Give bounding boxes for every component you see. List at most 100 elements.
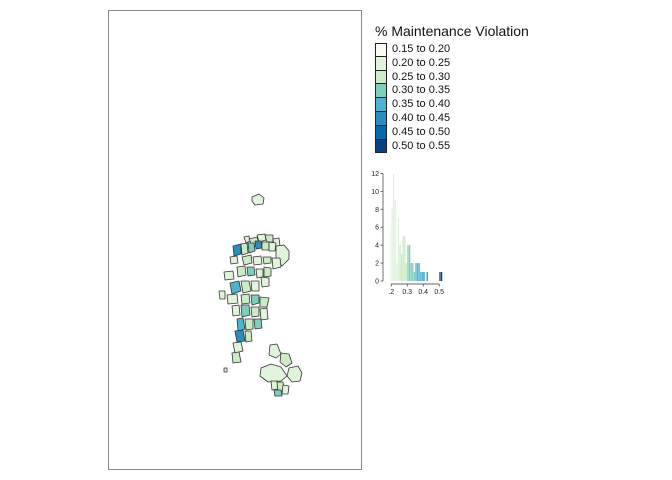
y-tick-label: 0 <box>375 279 379 286</box>
tract-polygon <box>240 304 251 318</box>
histogram-bar <box>439 272 441 281</box>
histogram-bar <box>426 272 428 281</box>
histogram-bar <box>440 272 443 281</box>
tract-polygon <box>260 276 270 288</box>
tract-polygon <box>259 307 269 321</box>
tract-polygon <box>231 304 241 317</box>
x-tick-label: 0.4 <box>418 289 428 296</box>
legend-label: 0.40 to 0.45 <box>392 111 451 124</box>
tract-polygon <box>271 257 282 270</box>
histogram-bar <box>405 263 408 281</box>
tract-polygon <box>263 266 272 278</box>
tract-polygon <box>234 329 246 343</box>
tract-polygon <box>262 256 272 265</box>
y-tick-label: 2 <box>375 261 379 268</box>
legend-swatch <box>375 98 387 112</box>
legend-label: 0.45 to 0.50 <box>392 125 451 138</box>
legend-swatch <box>375 84 387 99</box>
histogram-bar <box>389 227 392 281</box>
tract-polygon <box>250 294 260 306</box>
tract-polygon <box>254 240 263 250</box>
histogram-bar <box>412 263 414 281</box>
legend-histogram: 0 2 4 6 8 10 12 .2 0.3 0.4 0.5 <box>371 171 444 296</box>
tract-polygon <box>232 243 242 257</box>
histogram-bar <box>394 200 396 281</box>
histogram-bar <box>421 272 424 281</box>
tract-polygon <box>244 330 253 343</box>
legend-title: % Maintenance Violation <box>375 23 529 39</box>
histogram-bar <box>402 236 404 281</box>
tract-polygon <box>231 351 242 364</box>
histogram-bar <box>396 263 398 281</box>
tract-polygon <box>240 280 252 294</box>
tract-polygon <box>259 296 270 308</box>
tract-polygon <box>236 317 246 332</box>
tract-polygon <box>268 241 277 252</box>
tract-polygon <box>232 341 244 354</box>
y-tick-label: 12 <box>371 171 379 178</box>
map-frame <box>108 10 362 470</box>
histogram-y-axis: 0 2 4 6 8 10 12 <box>371 171 384 286</box>
x-tick-label: 0.3 <box>402 289 412 296</box>
tract-polygon <box>240 293 251 305</box>
tract-polygon <box>236 265 247 278</box>
tract-polygon <box>218 290 226 300</box>
tract-polygon <box>229 280 242 295</box>
legend-swatch <box>375 56 387 71</box>
tract-polygon <box>226 293 239 305</box>
histogram-bar <box>415 263 417 281</box>
histogram-bar <box>399 245 401 281</box>
tract-polygon <box>281 384 290 395</box>
legend-swatch <box>375 70 387 85</box>
legend-label: 0.35 to 0.40 <box>392 98 451 111</box>
tract-polygon <box>273 389 283 397</box>
histogram-bar <box>392 173 395 281</box>
legend-label: 0.30 to 0.35 <box>392 84 451 97</box>
tract-polygon <box>251 193 265 206</box>
y-tick-label: 6 <box>375 225 379 232</box>
legend-label: 0.50 to 0.55 <box>392 139 451 152</box>
x-tick-label: .2 <box>388 289 394 296</box>
y-tick-label: 4 <box>375 243 379 250</box>
tract-polygon <box>229 255 239 265</box>
tract-polygon <box>247 242 256 254</box>
tract-polygon <box>250 306 260 318</box>
legend-label: 0.20 to 0.25 <box>392 56 451 69</box>
histogram-bar <box>400 254 403 281</box>
y-tick-label: 8 <box>375 207 379 214</box>
tract-polygon <box>253 318 263 330</box>
histogram-bar <box>416 263 419 281</box>
tract-polygon <box>268 343 282 359</box>
histogram-bar <box>391 209 393 281</box>
tract-polygon <box>223 270 235 281</box>
histogram-bar <box>404 236 406 281</box>
tract-polygon <box>241 254 253 266</box>
legend-swatch <box>375 43 387 57</box>
choropleth-map <box>218 193 303 397</box>
legend-label: 0.15 to 0.20 <box>392 43 451 55</box>
histogram-x-axis: .2 0.3 0.4 0.5 <box>388 283 444 296</box>
tract-polygon <box>286 365 303 383</box>
histogram-bar <box>408 245 411 281</box>
tract-polygon <box>261 241 270 251</box>
histogram-bar <box>397 218 400 281</box>
tract-polygon <box>256 233 267 243</box>
tract-polygon <box>240 242 249 256</box>
histogram-bar <box>407 245 409 281</box>
tract-polygon <box>244 318 254 331</box>
histogram-bar <box>420 272 422 281</box>
tract-polygon <box>259 363 288 383</box>
y-tick-label: 10 <box>371 189 379 196</box>
histogram-bar <box>410 263 412 281</box>
x-tick-label: 0.5 <box>434 289 444 296</box>
histogram-bar <box>413 272 416 281</box>
tract-polygon <box>255 268 264 279</box>
legend-swatch <box>375 111 387 126</box>
legend-swatch <box>375 125 387 140</box>
tract-polygon <box>252 255 263 266</box>
histogram-bar <box>418 263 420 281</box>
tract-polygon <box>246 266 256 277</box>
census-tracts <box>218 193 303 397</box>
legend-swatch <box>375 139 387 154</box>
tract-polygon <box>279 352 293 368</box>
